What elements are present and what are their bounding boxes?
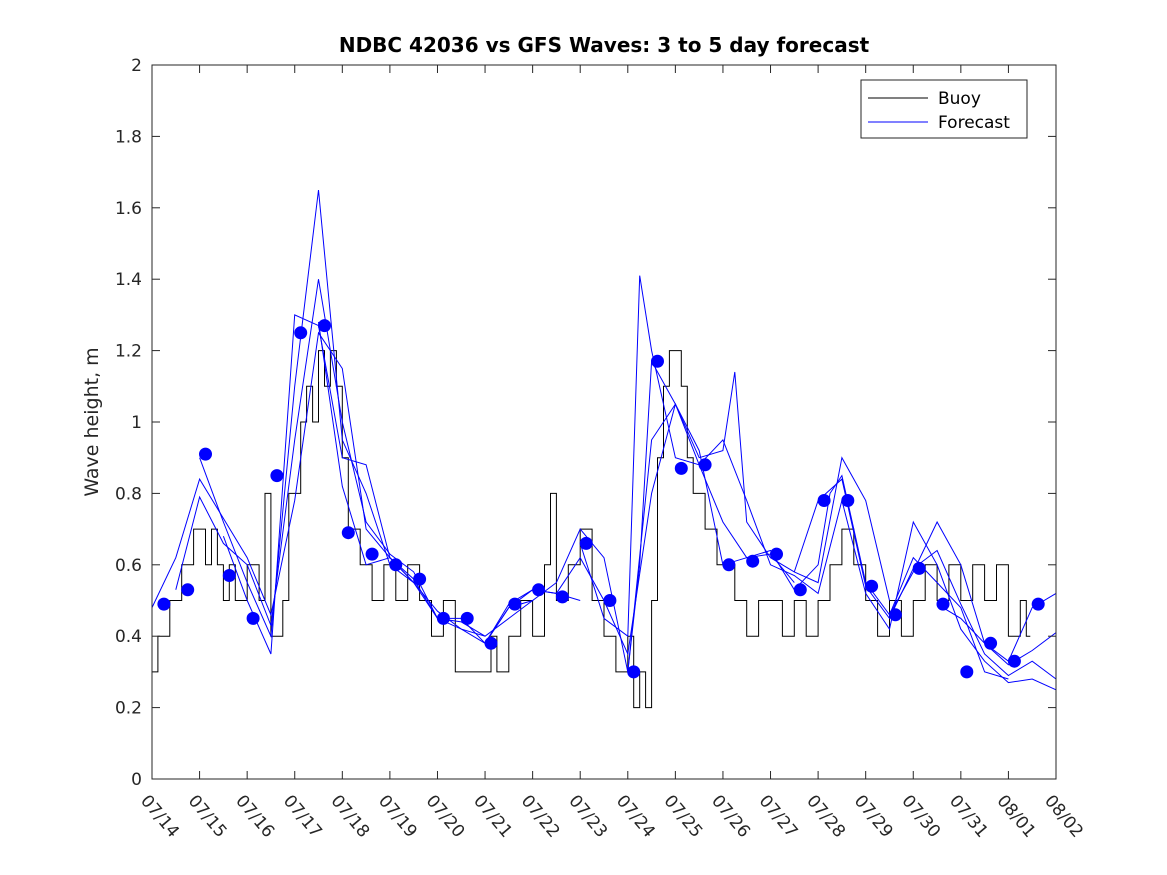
forecast-series-line-3 xyxy=(199,189,533,639)
legend: Buoy Forecast xyxy=(860,79,1028,139)
legend-buoy-label: Buoy xyxy=(938,89,981,109)
buoy-series-line xyxy=(152,350,1031,709)
forecast-marker-2 xyxy=(199,447,212,461)
y-tick-label: 1.6 xyxy=(115,199,142,219)
y-tick-label: 1.8 xyxy=(115,127,142,147)
forecast-marker-19 xyxy=(603,594,617,607)
forecast-marker-20 xyxy=(627,665,641,679)
forecast-marker-23 xyxy=(698,458,712,472)
forecast-marker-27 xyxy=(793,583,807,597)
forecast-marker-18 xyxy=(579,536,593,550)
forecast-marker-34 xyxy=(960,665,974,679)
forecast-marker-4 xyxy=(246,611,260,625)
chart-title: NDBC 42036 vs GFS Waves: 3 to 5 day fore… xyxy=(339,33,870,57)
y-tick-label: 1.2 xyxy=(115,342,142,362)
y-axis-label: Wave height, m xyxy=(81,347,103,496)
forecast-marker-7 xyxy=(318,319,331,333)
forecast-marker-10 xyxy=(389,558,403,572)
forecast-marker-28 xyxy=(817,494,831,507)
forecast-marker-36 xyxy=(1007,654,1021,668)
marker-layer xyxy=(157,319,1045,679)
forecast-series-line-1 xyxy=(151,331,415,617)
forecast-marker-14 xyxy=(484,636,498,650)
y-tick-label: 0.2 xyxy=(115,699,142,719)
forecast-series-line-5 xyxy=(318,321,724,656)
y-tick-label: 2 xyxy=(131,56,142,76)
forecast-marker-21 xyxy=(651,354,664,368)
forecast-marker-37 xyxy=(1031,597,1045,611)
forecast-marker-25 xyxy=(746,554,760,568)
legend-forecast-label: Forecast xyxy=(938,113,1010,133)
forecast-marker-33 xyxy=(936,597,950,611)
forecast-marker-5 xyxy=(270,469,284,483)
forecast-marker-16 xyxy=(532,583,546,597)
y-tick-label: 0.6 xyxy=(115,556,142,576)
forecast-marker-32 xyxy=(912,561,926,575)
forecast-series-line-10 xyxy=(793,478,1057,680)
forecast-series-line-11 xyxy=(841,500,1057,691)
forecast-marker-35 xyxy=(984,636,998,650)
forecast-marker-30 xyxy=(865,579,879,593)
forecast-marker-9 xyxy=(365,547,379,561)
forecast-marker-3 xyxy=(222,569,236,582)
forecast-marker-0 xyxy=(157,597,171,611)
forecast-marker-11 xyxy=(413,572,427,586)
forecast-series-line-4 xyxy=(222,314,581,655)
forecast-marker-1 xyxy=(181,583,195,597)
forecast-marker-31 xyxy=(888,608,902,622)
forecast-marker-24 xyxy=(722,558,736,572)
y-tick-label: 0 xyxy=(131,770,142,790)
forecast-marker-12 xyxy=(436,611,450,625)
forecast-marker-29 xyxy=(841,494,855,507)
y-tick-label: 1.4 xyxy=(115,270,142,290)
forecast-marker-22 xyxy=(674,461,688,475)
forecast-marker-8 xyxy=(341,526,355,540)
forecast-marker-6 xyxy=(294,326,308,340)
forecast-marker-13 xyxy=(460,611,474,625)
forecast-marker-17 xyxy=(555,590,569,604)
forecast-series-line-8 xyxy=(627,371,890,672)
y-tick-label: 0.8 xyxy=(115,484,142,504)
forecast-marker-26 xyxy=(770,547,783,561)
y-tick-label: 0.4 xyxy=(115,627,142,647)
forecast-marker-15 xyxy=(508,597,522,611)
y-tick-label: 1 xyxy=(131,413,142,433)
legend-box xyxy=(860,79,1028,139)
